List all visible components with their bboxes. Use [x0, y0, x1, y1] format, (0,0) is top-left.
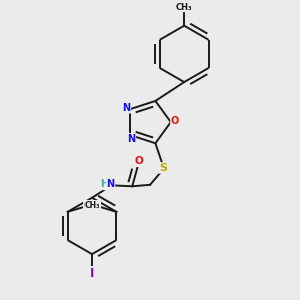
- Text: O: O: [135, 156, 144, 166]
- Text: N: N: [122, 103, 130, 113]
- Text: CH₃: CH₃: [176, 2, 193, 11]
- Text: I: I: [90, 267, 94, 280]
- Text: CH₃: CH₃: [84, 200, 99, 209]
- Text: N: N: [106, 179, 115, 190]
- Text: O: O: [171, 116, 179, 126]
- Text: H: H: [100, 179, 109, 190]
- Text: N: N: [127, 134, 135, 144]
- Text: CH₃: CH₃: [85, 200, 100, 209]
- Text: S: S: [159, 163, 167, 173]
